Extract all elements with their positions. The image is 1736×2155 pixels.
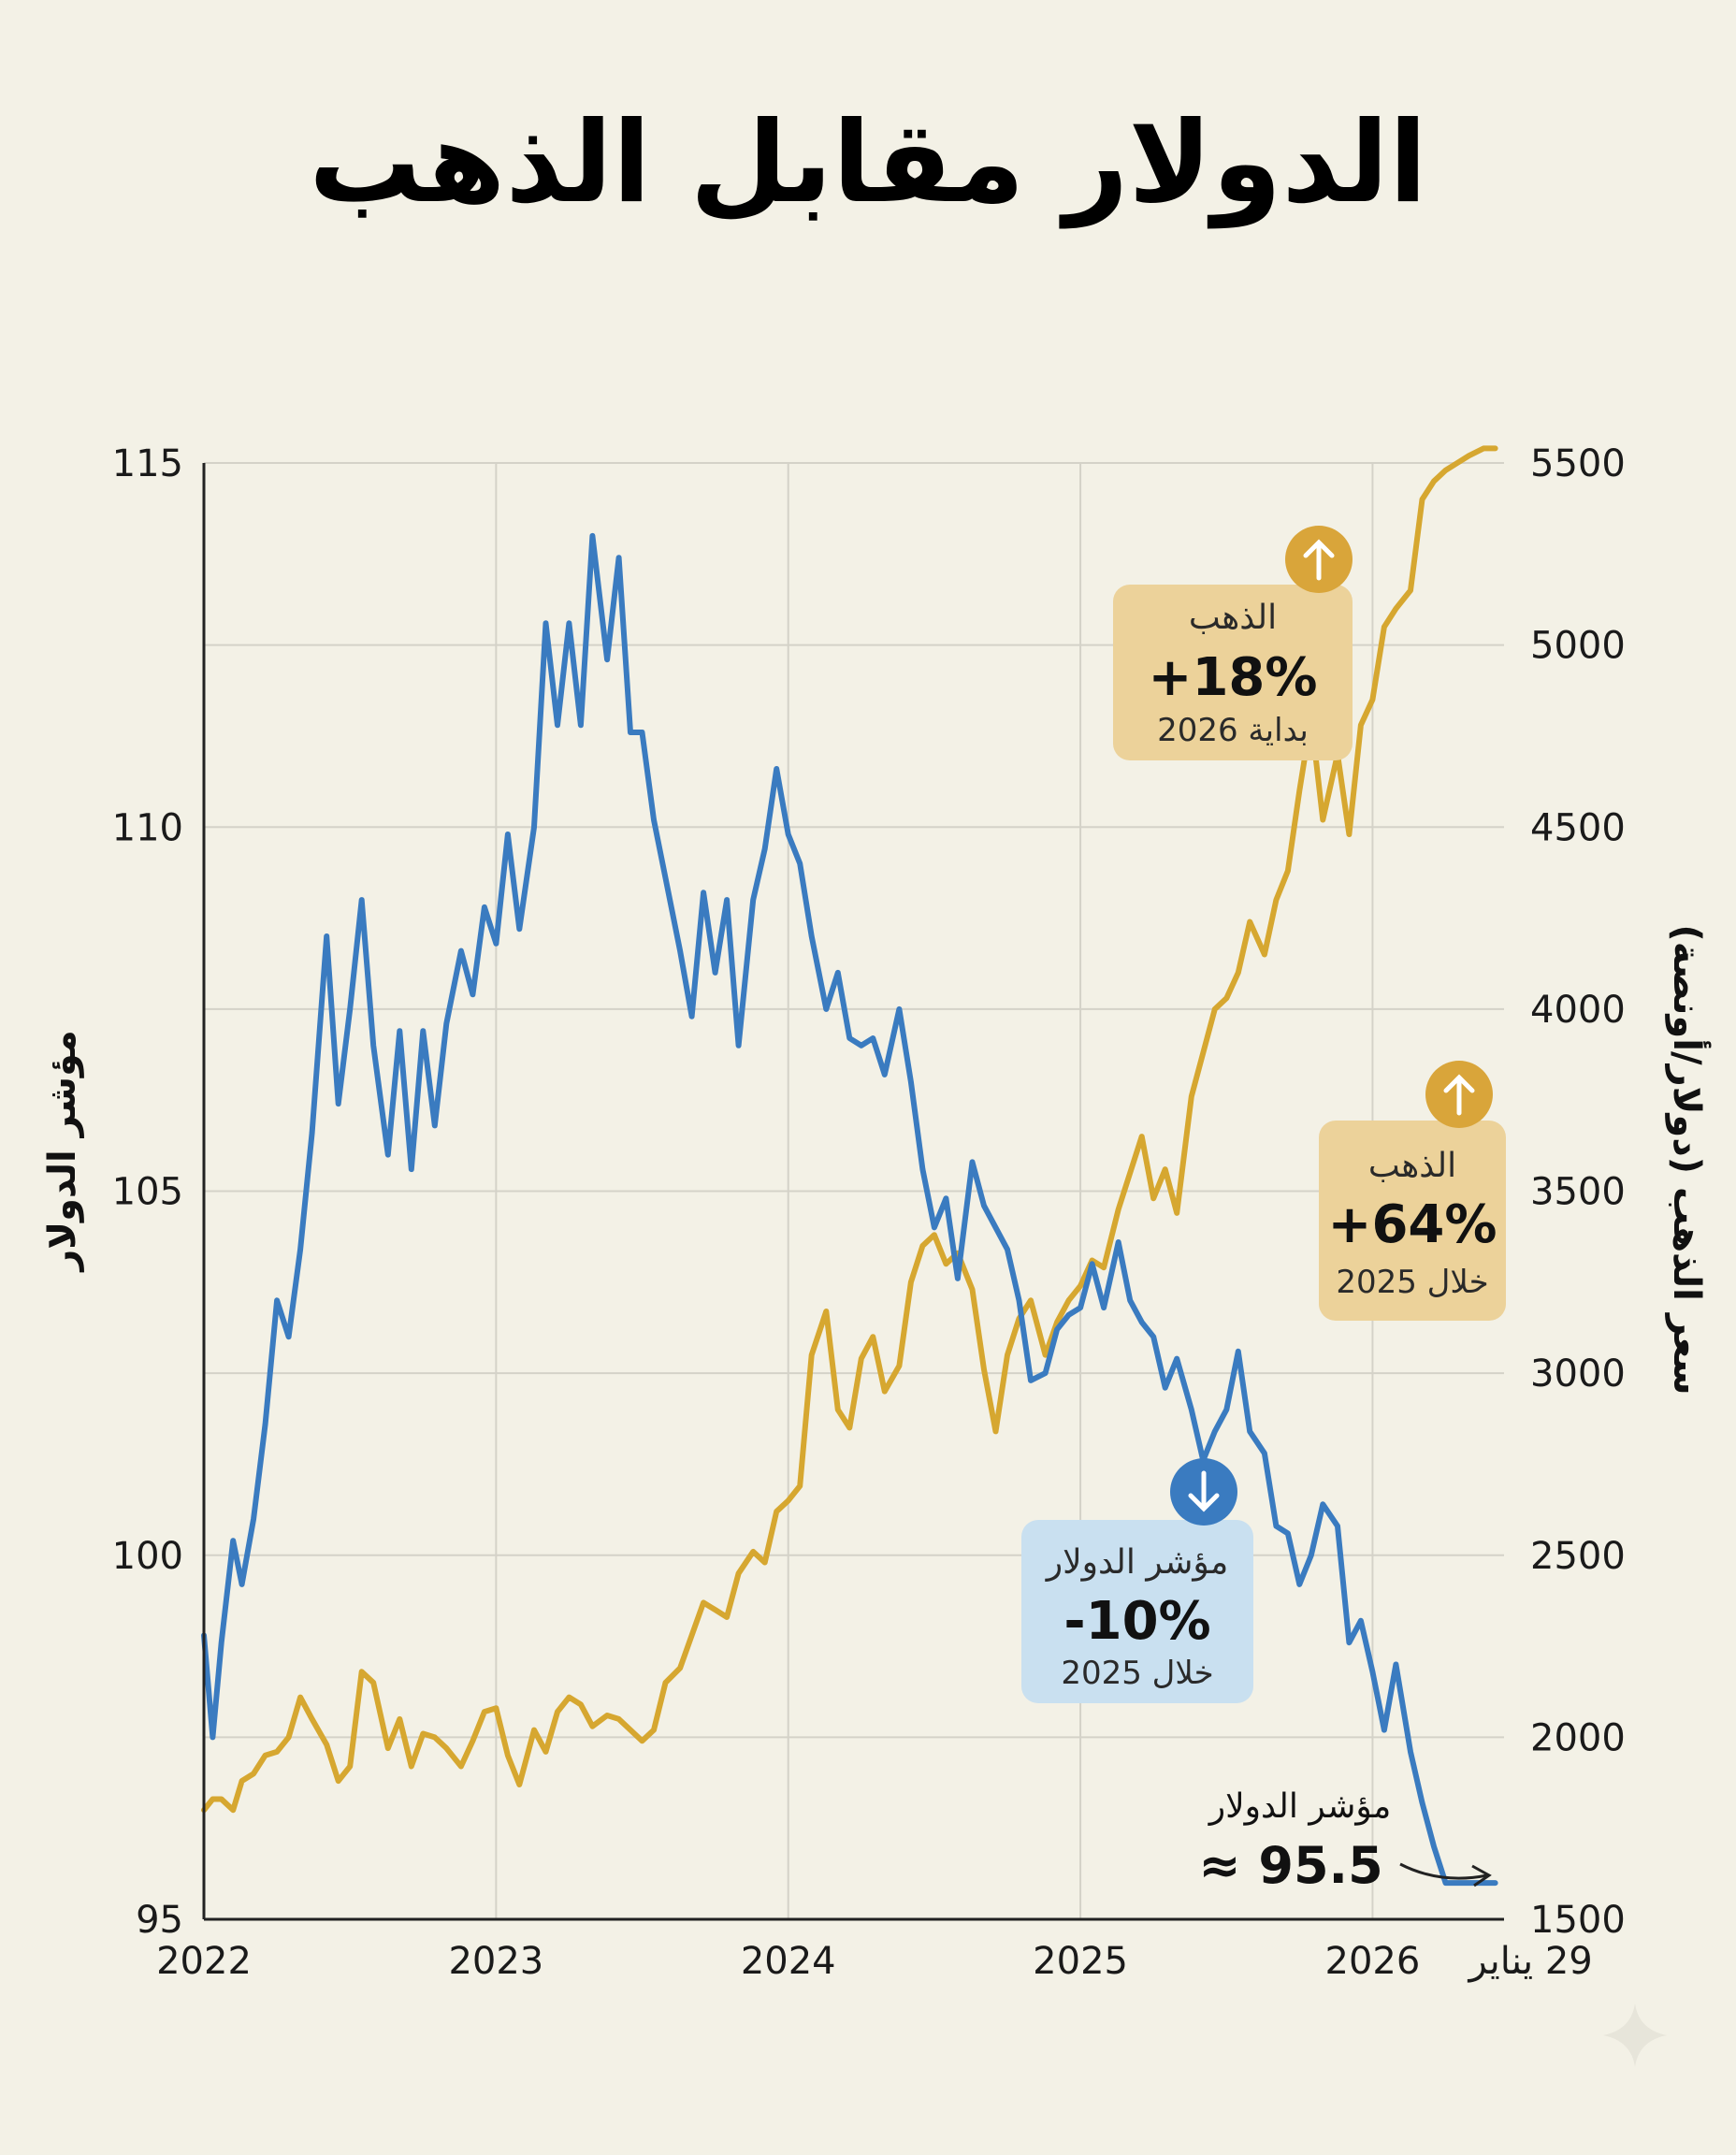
x-axis-tick-label: 29 يناير <box>1468 1940 1593 1983</box>
x-axis-ticks: 2022 2023 2024 2025 2026 29 يناير <box>156 1940 1593 1983</box>
annotation-gold-2026-box <box>1113 585 1353 760</box>
left-axis-tick-label: 110 <box>112 806 183 849</box>
x-axis-tick-label: 2026 <box>1325 1940 1421 1983</box>
up-arrow-icon <box>1443 1074 1475 1116</box>
series-line-gold <box>201 445 1498 1814</box>
annotation-gold-2025-period: خلال 2025 <box>1336 1264 1488 1301</box>
last-value-number: ≈ 95.5 <box>1198 1836 1382 1895</box>
left-axis-ticks: 95 100 105 110 115 <box>112 442 183 1942</box>
right-axis-tick-label: 4000 <box>1530 989 1626 1032</box>
right-axis-title: سعر الذهب (دولار/أونصة) <box>1665 924 1712 1395</box>
x-axis-tick-label: 2025 <box>1033 1940 1128 1983</box>
right-axis-ticks: 1500 2000 2500 3000 3500 4000 4500 5000 5500 <box>1530 442 1626 1942</box>
right-axis-tick-label: 4500 <box>1530 806 1626 849</box>
annotation-dollar-2025-value: -10% <box>1063 1591 1210 1652</box>
down-arrow-icon <box>1188 1470 1220 1512</box>
annotation-gold-2026-period: بداية 2026 <box>1157 712 1309 749</box>
annotation-gold-2026-name: الذهب <box>1189 599 1277 637</box>
x-axis-tick-label: 2023 <box>448 1940 543 1983</box>
annotation-dollar-2025-period: خلال 2025 <box>1061 1655 1213 1692</box>
annotation-gold-2026-value: +18% <box>1149 647 1318 708</box>
up-arrow-icon <box>1303 539 1335 581</box>
right-axis-tick-label: 2000 <box>1530 1716 1626 1759</box>
chart-title: الدولار مقابل الذهب <box>309 98 1427 229</box>
right-axis-tick-label: 3500 <box>1530 1171 1626 1214</box>
annotation-gold-2025-name: الذهب <box>1368 1147 1456 1185</box>
right-axis-tick-label: 5500 <box>1530 442 1626 485</box>
annotation-dollar-2025: مؤشر الدولار -10% خلال 2025 <box>1021 1458 1253 1703</box>
series-line-dollar <box>201 532 1498 1887</box>
left-axis-tick-label: 95 <box>136 1899 183 1942</box>
right-axis-tick-label: 1500 <box>1530 1899 1626 1942</box>
right-axis-tick-label: 5000 <box>1530 625 1626 668</box>
x-axis-tick-label: 2024 <box>741 1940 836 1983</box>
annotation-gold-2025-value: +64% <box>1328 1194 1497 1255</box>
pointer-arrow-icon <box>1399 1862 1488 1880</box>
annotation-gold-2026: الذهب +18% بداية 2026 <box>1113 526 1353 760</box>
annotation-gold-2025-box <box>1319 1121 1506 1321</box>
right-axis-tick-label: 2500 <box>1530 1535 1626 1578</box>
sparkle-icon <box>1603 2003 1667 2067</box>
pointer-arrow-icon <box>1471 1864 1492 1887</box>
right-axis-tick-label: 3000 <box>1530 1352 1626 1396</box>
series-lines <box>201 445 1498 1887</box>
left-axis-tick-label: 100 <box>112 1535 183 1578</box>
left-axis-tick-label: 105 <box>112 1171 183 1214</box>
last-value-label: مؤشر الدولار <box>1208 1787 1392 1826</box>
annotation-gold-2025: الذهب +64% خلال 2025 <box>1319 1061 1506 1321</box>
last-value-annotation: مؤشر الدولار ≈ 95.5 <box>1198 1787 1492 1895</box>
annotation-dollar-2025-box <box>1021 1520 1253 1703</box>
x-axis-tick-label: 2022 <box>156 1940 252 1983</box>
left-axis-title: مؤشر الدولار <box>41 1030 84 1273</box>
annotation-dollar-2025-name: مؤشر الدولار <box>1045 1543 1229 1582</box>
left-axis-tick-label: 115 <box>112 442 183 485</box>
